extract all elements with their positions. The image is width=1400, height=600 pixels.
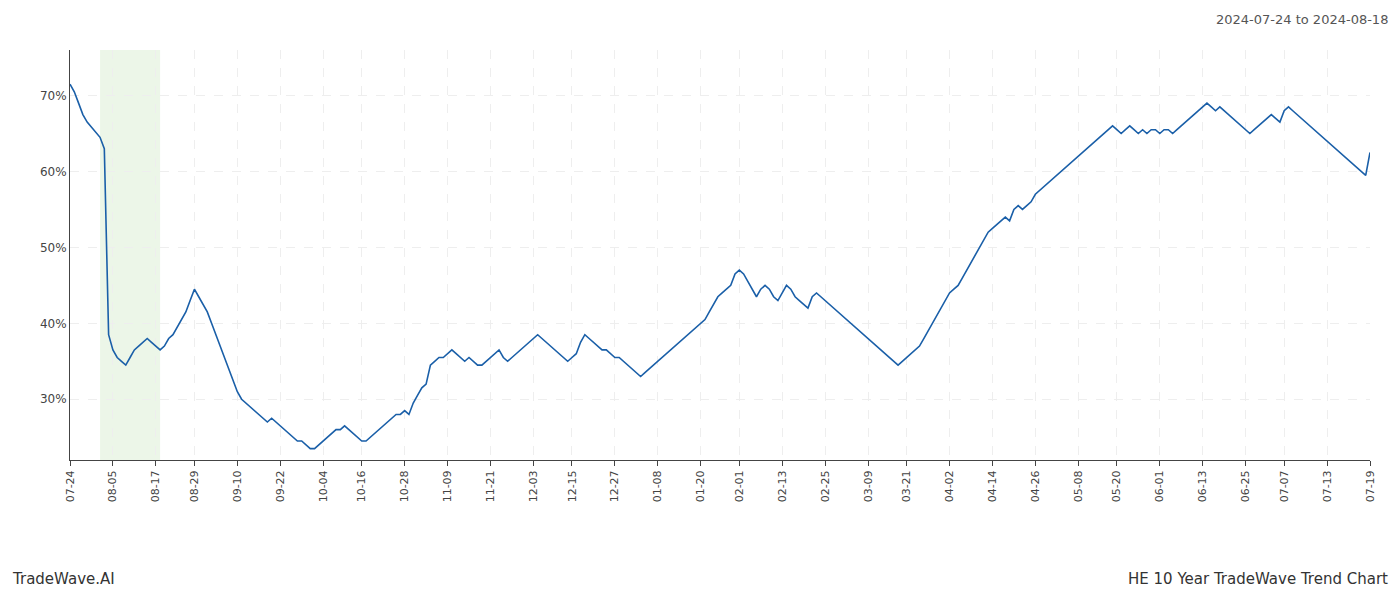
svg-text:08-17: 08-17 [149,470,162,502]
svg-text:04-02: 04-02 [943,470,956,502]
svg-text:10-28: 10-28 [398,470,411,502]
svg-text:07-24: 07-24 [64,470,77,502]
svg-text:11-21: 11-21 [484,470,497,502]
svg-text:03-21: 03-21 [900,470,913,502]
svg-text:02-13: 02-13 [776,470,789,502]
svg-text:02-25: 02-25 [819,470,832,502]
svg-text:2024-07-24 to 2024-08-18: 2024-07-24 to 2024-08-18 [1216,12,1388,27]
svg-text:07-13: 07-13 [1321,470,1334,502]
svg-text:10-16: 10-16 [355,470,368,502]
svg-text:60%: 60% [40,165,67,179]
svg-text:04-26: 04-26 [1029,470,1042,502]
svg-text:TradeWave.AI: TradeWave.AI [12,570,115,588]
svg-text:06-25: 06-25 [1239,470,1252,502]
svg-text:70%: 70% [40,89,67,103]
svg-text:01-20: 01-20 [694,470,707,502]
svg-text:09-10: 09-10 [231,470,244,502]
svg-text:01-08: 01-08 [651,470,664,502]
svg-text:30%: 30% [40,392,67,406]
svg-text:08-29: 08-29 [188,470,201,502]
svg-text:07-07: 07-07 [1278,470,1291,502]
svg-text:07-19: 07-19 [1364,470,1377,502]
svg-text:12-03: 12-03 [527,470,540,502]
svg-text:05-20: 05-20 [1110,470,1123,502]
svg-text:06-01: 06-01 [1153,470,1166,502]
svg-text:11-09: 11-09 [441,470,454,502]
svg-text:12-27: 12-27 [608,470,621,502]
svg-text:40%: 40% [40,317,67,331]
svg-text:08-05: 08-05 [106,470,119,502]
svg-text:50%: 50% [40,241,67,255]
svg-text:05-08: 05-08 [1072,470,1085,502]
svg-text:HE 10 Year TradeWave Trend Cha: HE 10 Year TradeWave Trend Chart [1128,570,1388,588]
svg-text:06-13: 06-13 [1196,470,1209,502]
svg-text:02-01: 02-01 [733,470,746,502]
svg-text:10-04: 10-04 [317,470,330,502]
svg-text:12-15: 12-15 [566,470,579,502]
svg-text:03-09: 03-09 [862,470,875,502]
svg-text:04-14: 04-14 [986,470,999,502]
svg-text:09-22: 09-22 [274,470,287,502]
